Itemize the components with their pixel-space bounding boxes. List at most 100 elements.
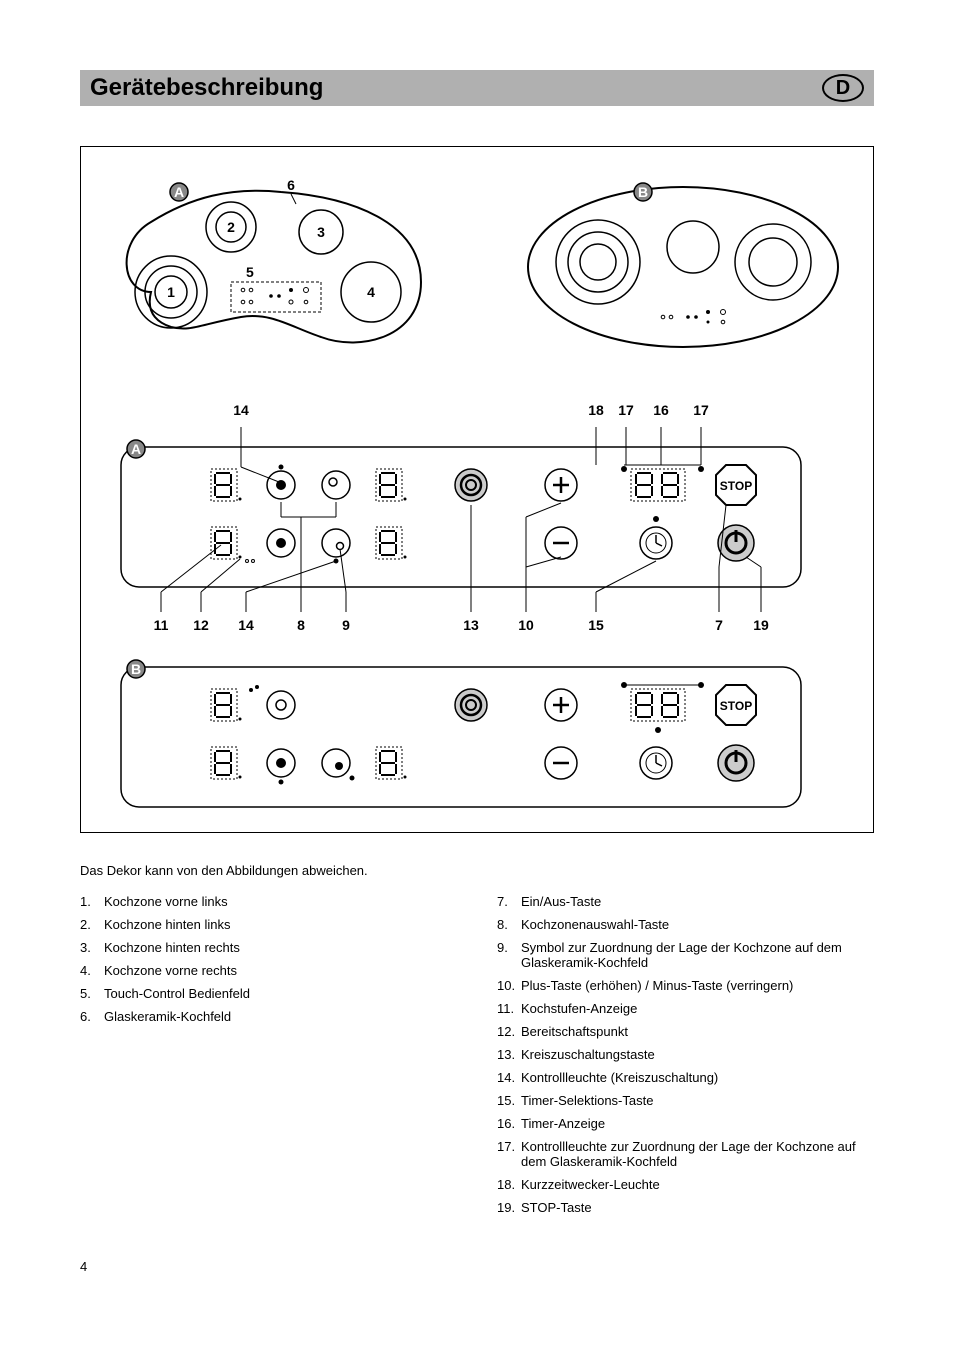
intro-text: Das Dekor kann von den Abbildungen abwei… [80,863,874,878]
list-item-text: Glaskeramik-Kochfeld [104,1009,231,1024]
list-item-text: STOP-Taste [521,1200,592,1215]
page-header: Gerätebeschreibung D [80,70,874,106]
list-item: 4.Kochzone vorne rechts [80,959,457,982]
label-2: 2 [227,219,235,235]
list-item-text: Kochzonenauswahl-Taste [521,917,669,932]
list-item: 7.Ein/Aus-Taste [497,890,874,913]
list-item: 18.Kurzzeitwecker-Leuchte [497,1173,874,1196]
svg-text:11: 11 [154,617,169,633]
svg-text:8: 8 [297,617,305,633]
label-6: 6 [287,177,295,193]
list-item-text: Symbol zur Zuordnung der Lage der Kochzo… [521,940,874,970]
svg-text:9: 9 [342,617,350,633]
svg-text:16: 16 [653,402,669,418]
list-item-number: 15. [497,1093,521,1108]
list-item-number: 17. [497,1139,521,1169]
hob-a-letter: A [174,184,184,200]
list-item-text: Kreiszuschaltungstaste [521,1047,655,1062]
hob-a-diagram: 1 2 3 4 5 6 A [101,172,441,362]
list-item-number: 16. [497,1116,521,1131]
label-1: 1 [167,284,175,300]
list-item-text: Kochstufen-Anzeige [521,1001,637,1016]
list-left: 1.Kochzone vorne links2.Kochzone hinten … [80,890,457,1028]
list-item-number: 18. [497,1177,521,1192]
page-title: Gerätebeschreibung [90,74,323,102]
svg-text:10: 10 [518,617,534,633]
list-item-text: Ein/Aus-Taste [521,894,601,909]
list-item: 19.STOP-Taste [497,1196,874,1219]
list-item: 9.Symbol zur Zuordnung der Lage der Koch… [497,936,874,974]
svg-text:STOP: STOP [720,699,752,713]
list-item-text: Kurzzeitwecker-Leuchte [521,1177,660,1192]
list-item-number: 14. [497,1070,521,1085]
list-item: 11.Kochstufen-Anzeige [497,997,874,1020]
list-item-number: 8. [497,917,521,932]
svg-text:B: B [131,661,141,677]
page-number: 4 [80,1259,874,1274]
svg-text:18: 18 [588,402,604,418]
description-columns: 1.Kochzone vorne links2.Kochzone hinten … [80,890,874,1219]
list-item: 1.Kochzone vorne links [80,890,457,913]
svg-text:19: 19 [753,617,769,633]
panel-a-diagram: A [101,427,821,612]
list-item: 3.Kochzone hinten rechts [80,936,457,959]
list-item-text: Touch-Control Bedienfeld [104,986,250,1001]
hob-b-letter: B [638,184,648,200]
list-item-number: 10. [497,978,521,993]
list-item-number: 2. [80,917,104,932]
svg-text:13: 13 [463,617,479,633]
svg-text:7: 7 [715,617,723,633]
svg-text:A: A [131,441,141,457]
list-item-text: Kochzone vorne rechts [104,963,237,978]
list-item-number: 1. [80,894,104,909]
list-item: 6.Glaskeramik-Kochfeld [80,1005,457,1028]
list-item: 16.Timer-Anzeige [497,1112,874,1135]
diagram-container: 1 2 3 4 5 6 A [80,146,874,833]
list-item: 13.Kreiszuschaltungstaste [497,1043,874,1066]
label-4: 4 [367,284,375,300]
label-3: 3 [317,224,325,240]
left-column: 1.Kochzone vorne links2.Kochzone hinten … [80,890,457,1219]
list-item-text: Timer-Anzeige [521,1116,605,1131]
list-item-number: 9. [497,940,521,970]
list-item-number: 5. [80,986,104,1001]
hob-b-diagram: B [513,172,853,362]
svg-text:STOP: STOP [720,479,752,493]
list-item-number: 13. [497,1047,521,1062]
svg-text:12: 12 [193,617,209,633]
hobs-row: 1 2 3 4 5 6 A [101,172,853,362]
list-item-text: Plus-Taste (erhöhen) / Minus-Taste (verr… [521,978,793,993]
list-item-text: Kontrollleuchte zur Zuordnung der Lage d… [521,1139,874,1169]
list-item: 17.Kontrollleuchte zur Zuordnung der Lag… [497,1135,874,1173]
list-item-number: 4. [80,963,104,978]
right-column: 7.Ein/Aus-Taste8.Kochzonenauswahl-Taste9… [497,890,874,1219]
list-item-number: 19. [497,1200,521,1215]
list-item-text: Kochzone hinten links [104,917,230,932]
list-item-number: 6. [80,1009,104,1024]
language-badge: D [822,74,864,102]
list-item-number: 7. [497,894,521,909]
label-5: 5 [246,264,254,280]
list-item-text: Kochzone vorne links [104,894,228,909]
list-item-text: Timer-Selektions-Taste [521,1093,653,1108]
list-item: 10.Plus-Taste (erhöhen) / Minus-Taste (v… [497,974,874,997]
svg-text:17: 17 [618,402,634,418]
list-right: 7.Ein/Aus-Taste8.Kochzonenauswahl-Taste9… [497,890,874,1219]
list-item: 8.Kochzonenauswahl-Taste [497,913,874,936]
list-item-text: Bereitschaftspunkt [521,1024,628,1039]
list-item-number: 12. [497,1024,521,1039]
list-item: 5.Touch-Control Bedienfeld [80,982,457,1005]
list-item-text: Kochzone hinten rechts [104,940,240,955]
top-labels: 14 18 17 16 17 [101,397,821,427]
list-item: 2.Kochzone hinten links [80,913,457,936]
list-item: 14.Kontrollleuchte (Kreiszuschaltung) [497,1066,874,1089]
panel-b-diagram: B STOP [101,652,821,817]
svg-text:14: 14 [238,617,254,633]
svg-text:14: 14 [233,402,249,418]
list-item: 12.Bereitschaftspunkt [497,1020,874,1043]
list-item-text: Kontrollleuchte (Kreiszuschaltung) [521,1070,718,1085]
bottom-labels: 11 12 14 8 9 13 10 15 7 19 [101,612,821,637]
list-item-number: 3. [80,940,104,955]
svg-text:15: 15 [588,617,604,633]
svg-text:17: 17 [693,402,709,418]
